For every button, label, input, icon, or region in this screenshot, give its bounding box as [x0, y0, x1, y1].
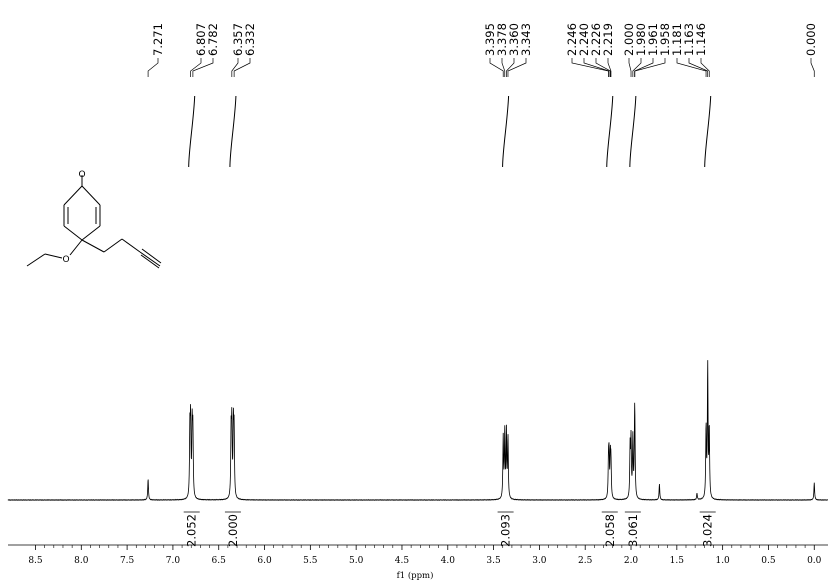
peak-leader-line [193, 58, 213, 77]
bond [27, 254, 45, 266]
x-tick-label: 3.0 [532, 556, 547, 566]
integral-curve [230, 96, 236, 167]
bond [64, 186, 82, 205]
x-axis: 8.5 8.0 7.5 7.0 6.5 6.0 5.5 5.0 4.5 4.0 3.5 3.0 2.5 2… [8, 545, 828, 566]
peak-leader-line [191, 58, 201, 77]
bond [82, 186, 100, 205]
x-tick-label: 2.5 [578, 556, 593, 566]
integral-value-label: 3.061 [626, 514, 640, 547]
spectrum-layer [8, 360, 828, 500]
peak-label: 7.271 [151, 23, 165, 56]
x-tick-label: 4.5 [395, 556, 410, 566]
atom-label-oxygen: O [62, 255, 69, 265]
integral-value-label: 2.052 [185, 514, 199, 547]
peak-label: 1.146 [694, 23, 708, 56]
bond [140, 252, 160, 266]
x-tick-label: 1.0 [715, 556, 730, 566]
integral-curve [607, 96, 613, 167]
bond [64, 226, 82, 240]
peak-label: 6.332 [243, 23, 257, 56]
peak-label: 6.782 [206, 23, 220, 56]
peak-leader-line [490, 58, 503, 77]
x-tick-label: 6.5 [212, 556, 227, 566]
bond [122, 239, 140, 252]
integral-curve [503, 96, 509, 167]
peak-leader-line [508, 58, 526, 77]
peak-leader-line [677, 58, 706, 77]
peak-leader-line [148, 58, 158, 77]
peak-label: 0.000 [804, 23, 818, 56]
x-tick-label: 6.0 [257, 556, 272, 566]
integral-curve [705, 96, 711, 167]
x-tick-label: 5.5 [303, 556, 318, 566]
x-tick-label: 5.0 [349, 556, 364, 566]
integral-curve [189, 96, 195, 167]
bond [104, 239, 122, 252]
peak-leader-line [689, 58, 708, 77]
peak-leader-line [506, 58, 514, 77]
peak-leader-line [635, 58, 653, 77]
x-tick-label: 8.5 [28, 556, 43, 566]
x-tick-label: 8.0 [74, 556, 89, 566]
bond [82, 240, 104, 252]
x-tick-label: 3.5 [486, 556, 501, 566]
peak-leader-line [635, 58, 665, 77]
x-tick-label: 7.0 [166, 556, 181, 566]
x-tick-label: 1.5 [670, 556, 685, 566]
integral-value-label: 2.000 [226, 514, 240, 547]
peak-label-layer: 7.2716.8076.7826.3576.3323.3953.3783.360… [148, 23, 818, 77]
peak-leader-line [629, 58, 631, 77]
atom-label-oxygen: O [78, 170, 85, 180]
x-axis-title: f1 (ppm) [397, 570, 434, 581]
bond [141, 255, 159, 268]
peak-leader-line [633, 58, 641, 77]
molecule-structure [27, 175, 161, 268]
x-tick-label: 0.0 [807, 556, 822, 566]
x-tick-label: 2.0 [624, 556, 639, 566]
integral-curve [630, 96, 636, 167]
peak-leader-line [234, 58, 250, 77]
x-tick-label: 7.5 [120, 556, 135, 566]
peak-label: 2.219 [601, 23, 615, 56]
peak-leader-line [572, 58, 608, 77]
peak-leader-line [811, 58, 814, 77]
peak-leader-line [232, 58, 238, 77]
peak-label: 3.343 [519, 23, 533, 56]
integral-value-label: 2.058 [603, 514, 617, 547]
x-tick-label: 0.5 [761, 556, 776, 566]
spectrum-line [8, 360, 828, 500]
integral-value-label: 3.024 [701, 514, 715, 547]
bond [82, 226, 100, 240]
peak-leader-line [584, 58, 609, 77]
bond [70, 240, 82, 255]
integral-value-label: 2.093 [499, 514, 513, 547]
bond [45, 254, 62, 258]
x-tick-label: 4.0 [441, 556, 456, 566]
